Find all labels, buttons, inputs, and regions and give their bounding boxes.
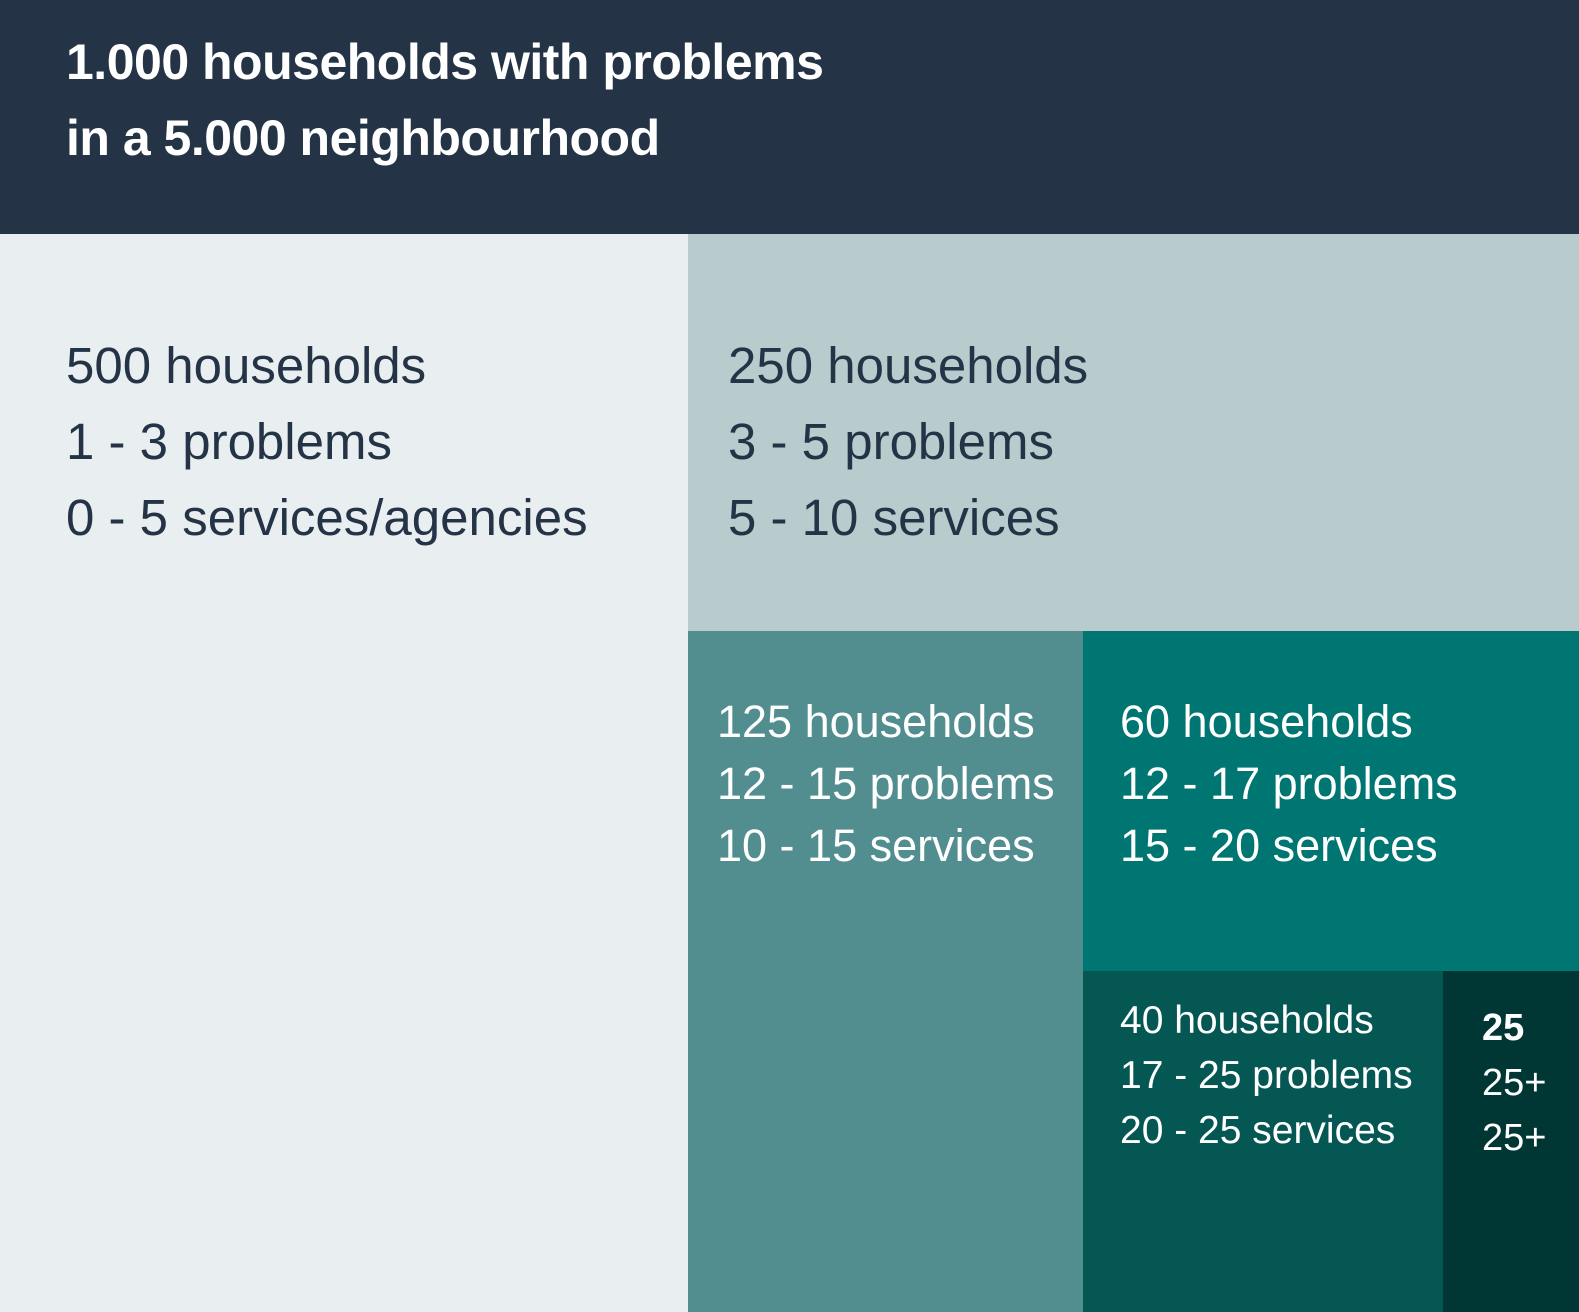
treemap-block-25-label-1: 25 <box>1482 1007 1525 1049</box>
treemap-block-60-label-1: 60 households <box>1120 696 1413 747</box>
treemap-block-250-label-1: 250 households <box>728 337 1089 394</box>
treemap-block-500-label-2: 1 - 3 problems <box>66 413 392 470</box>
treemap-block-25-label-2: 25+ <box>1482 1062 1547 1104</box>
chart-title-line-1: 1.000 households with problems <box>66 34 824 90</box>
treemap-block-60-label-3: 15 - 20 services <box>1120 820 1438 871</box>
treemap-block-250-label-2: 3 - 5 problems <box>728 413 1054 470</box>
treemap-block-250: 250 households 3 - 5 problems 5 - 10 servi… <box>688 234 1579 631</box>
treemap-block-25: 25 25+ 25+ <box>1443 971 1579 1312</box>
chart-header: 1.000 households with problems in a 5.00… <box>0 0 1579 234</box>
treemap-block-500: 500 households 1 - 3 problems 0 - 5 servic… <box>0 234 688 1312</box>
chart-title-line-2: in a 5.000 neighbourhood <box>66 110 660 166</box>
treemap-block-60: 60 households 12 - 17 problems 15 - 20 ser… <box>1083 631 1579 971</box>
treemap-block-40-label-1: 40 households <box>1120 999 1374 1042</box>
treemap-block-40-label-2: 17 - 25 problems <box>1120 1054 1413 1097</box>
treemap-block-40-label-3: 20 - 25 services <box>1120 1109 1396 1152</box>
treemap-block-125-label-1: 125 households <box>717 696 1035 747</box>
treemap-block-125-label-2: 12 - 15 problems <box>717 758 1055 809</box>
treemap-block-500-label-3: 0 - 5 services/agencies <box>66 489 588 546</box>
treemap-block-60-label-2: 12 - 17 problems <box>1120 758 1458 809</box>
treemap-block-250-label-3: 5 - 10 services <box>728 489 1060 546</box>
treemap-block-125: 125 households 12 - 15 problems 10 - 15 se… <box>688 631 1083 1312</box>
treemap-block-25-label-3: 25+ <box>1482 1117 1547 1159</box>
treemap-block-125-label-3: 10 - 15 services <box>717 820 1035 871</box>
treemap-block-40: 40 households 17 - 25 problems 20 - 25 ser… <box>1083 971 1443 1312</box>
treemap-block-500-label-1: 500 households <box>66 337 427 394</box>
